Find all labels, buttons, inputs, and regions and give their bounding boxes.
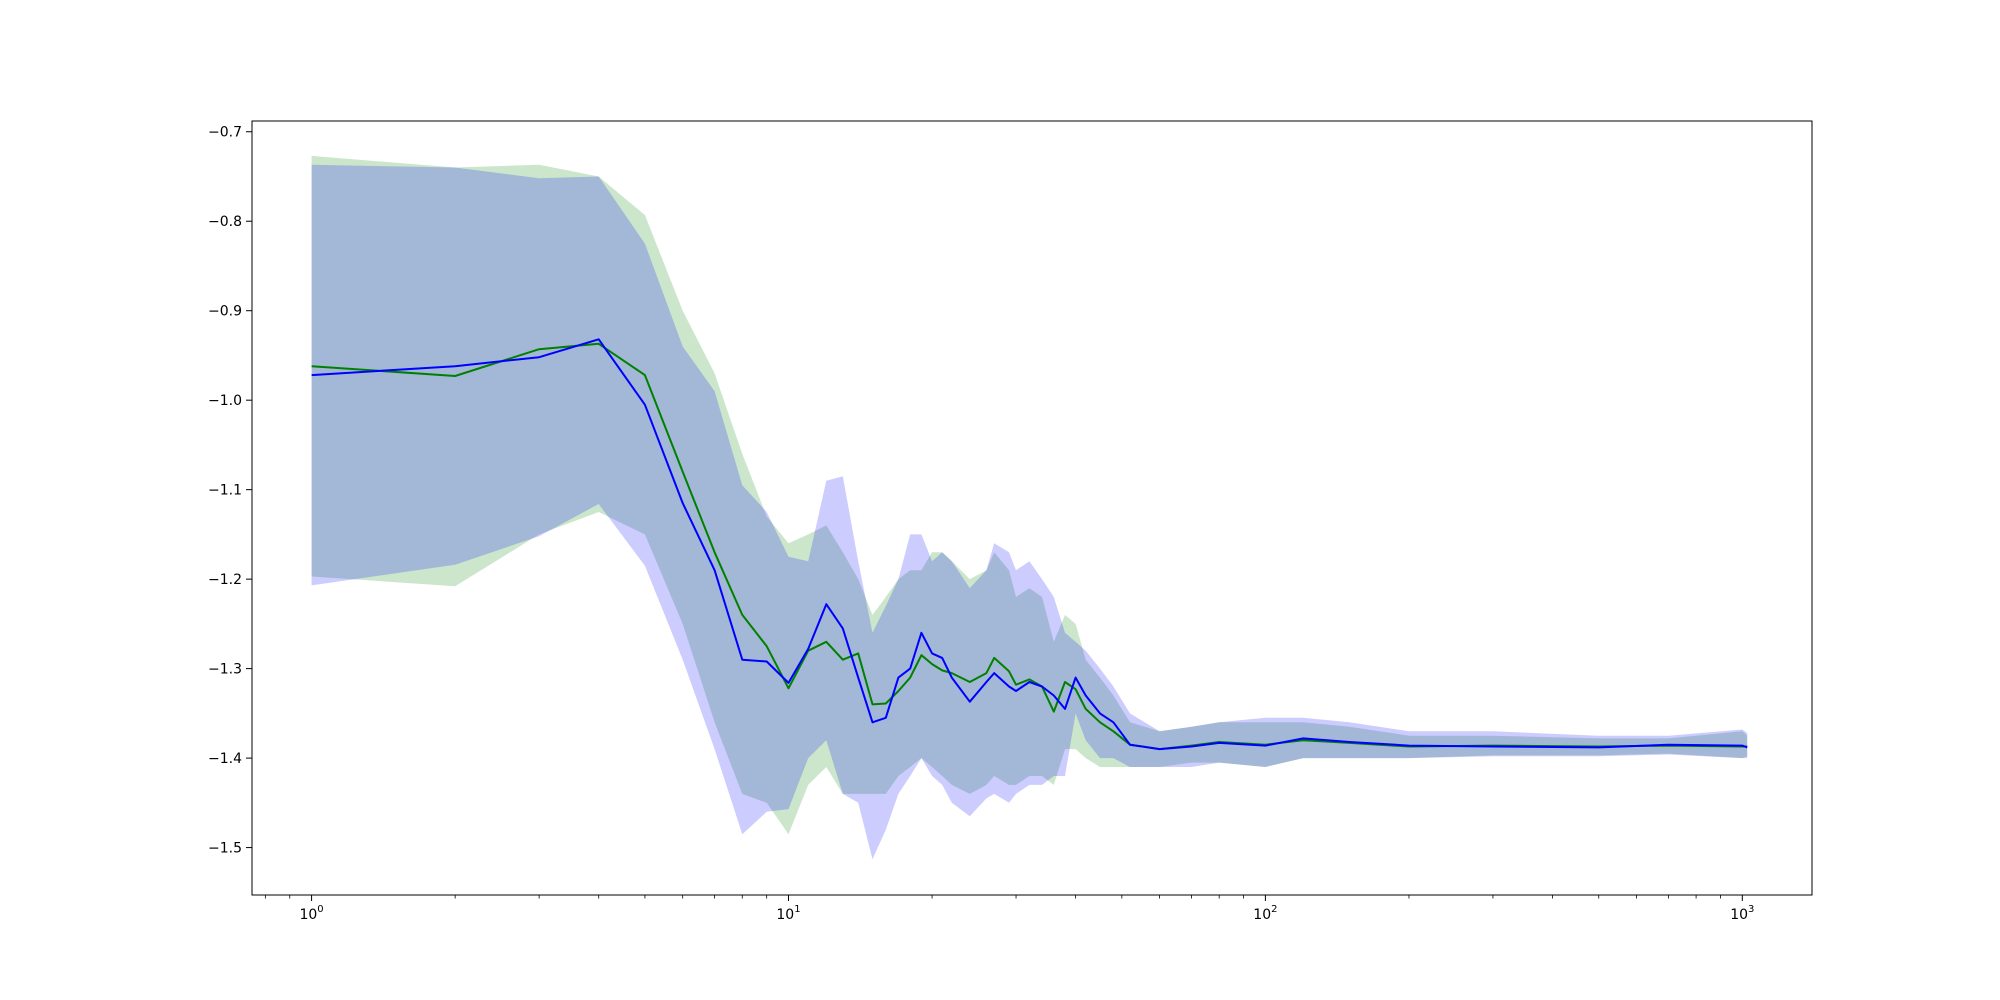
series-2-line	[311, 338, 1748, 751]
y-tick-label-4: −1.1	[208, 483, 242, 499]
series-lines	[311, 338, 1748, 751]
confidence-bands	[311, 155, 1748, 860]
y-tick-label-2: −0.9	[208, 304, 242, 320]
series-1-band	[311, 155, 1748, 835]
axes-frame	[251, 120, 1813, 896]
y-tick-label-8: −1.5	[208, 841, 242, 857]
x-axis: 100 101 102 103	[264, 895, 1754, 923]
x-tick-label-2: 102	[1253, 904, 1277, 923]
y-tick-label-0: −0.7	[208, 125, 242, 141]
y-tick-label-5: −1.2	[208, 572, 242, 588]
y-tick-label-1: −0.8	[208, 214, 242, 230]
y-tick-label-3: −1.0	[208, 393, 242, 409]
y-axis: −0.7 −0.8 −0.9 −1.0 −1.1 −1.2 −1.3 −1.4 −1.5	[208, 125, 252, 857]
x-tick-label-3: 103	[1730, 904, 1754, 923]
x-tick-label-1: 101	[776, 904, 800, 923]
series-2-band	[311, 164, 1748, 860]
y-tick-label-6: −1.3	[208, 662, 242, 678]
x-tick-label-0: 100	[299, 904, 323, 923]
y-tick-label-7: −1.4	[208, 751, 242, 767]
